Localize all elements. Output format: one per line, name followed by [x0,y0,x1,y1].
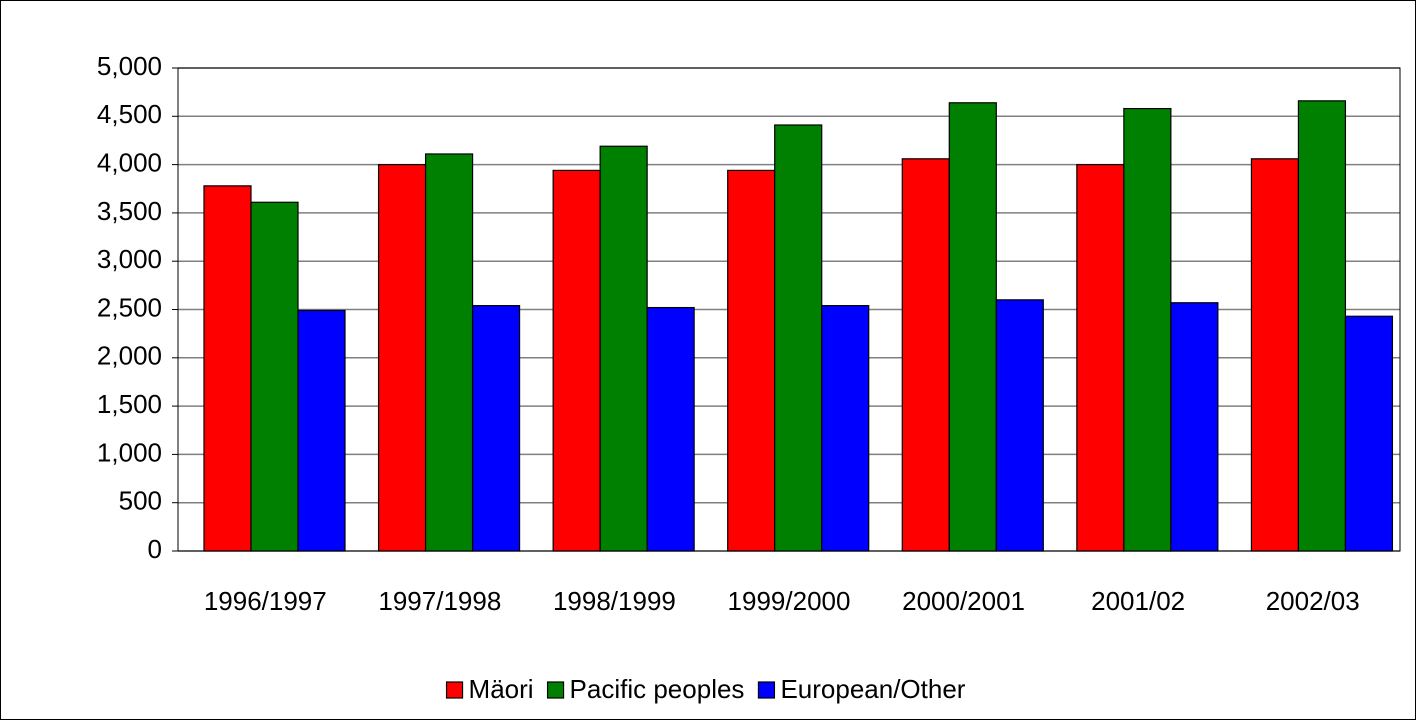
y-tick-label: 1,500 [97,389,162,419]
legend-swatch [546,681,565,699]
x-tick-label: 1998/1999 [553,586,676,616]
y-tick-label: 3,000 [97,244,162,274]
x-tick-label: 2000/2001 [902,586,1025,616]
x-tick-label: 1996/1997 [204,586,327,616]
y-tick-label: 2,500 [97,292,162,322]
legend-swatch [445,681,464,699]
y-tick-label: 5,000 [97,51,162,81]
bar [203,185,252,552]
bar [552,169,601,552]
bar [297,309,346,552]
legend-label: Pacific peoples [570,674,745,704]
x-tick-label: 1997/1998 [378,586,501,616]
x-tick-label: 2002/03 [1266,586,1360,616]
bar [646,306,695,552]
bar [995,299,1044,552]
y-tick-label: 0 [148,534,162,564]
legend-swatch [757,681,776,699]
bar [424,153,474,552]
y-tick-label: 4,000 [97,147,162,177]
bar [821,305,870,552]
x-tick-label: 1999/2000 [728,586,851,616]
bar [774,124,823,552]
bar [1076,164,1125,552]
legend-label: Mäori [469,674,534,704]
bar [1123,107,1172,552]
legend-label: European/Other [780,674,965,704]
bar [1250,158,1300,552]
bar [727,169,776,552]
y-tick-label: 3,500 [97,196,162,226]
bar [377,164,427,552]
bar [1297,100,1347,552]
bar [1170,302,1219,552]
bar [471,305,521,552]
bar [1344,315,1394,552]
y-tick-label: 4,500 [97,99,162,129]
bar [599,145,648,552]
x-tick-label: 2001/02 [1091,586,1185,616]
y-tick-label: 2,000 [97,341,162,371]
bar [250,201,299,552]
bar [948,102,997,552]
bar [901,158,950,552]
y-tick-label: 1,000 [97,437,162,467]
y-tick-label: 500 [119,486,162,516]
